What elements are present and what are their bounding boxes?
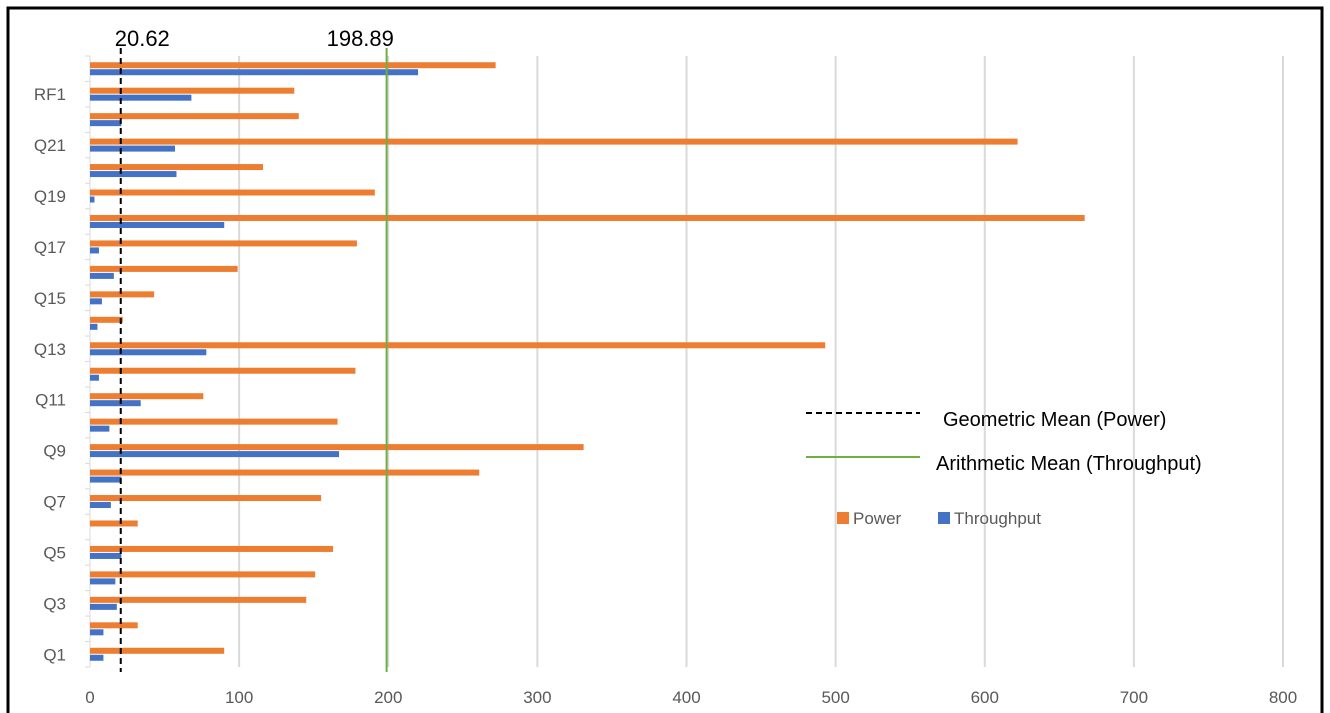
bar-power-q8 — [90, 469, 480, 476]
bar-power-rf2 — [90, 62, 496, 69]
x-tick-labels: 0 100 200 300 400 500 600 700 800 — [85, 688, 1297, 707]
bar-power-rf1 — [90, 87, 295, 94]
bar-power-q9 — [90, 444, 584, 451]
bar-throughput-q15 — [90, 298, 102, 305]
y-tick-label: Q15 — [34, 289, 66, 308]
legend-label-throughput: Throughput — [954, 509, 1041, 528]
annotation-geometric-mean-value: 20.62 — [115, 26, 170, 51]
legend: Geometric Mean (Power) Arithmetic Mean (T… — [806, 409, 1202, 528]
x-tick-label: 700 — [1120, 688, 1148, 707]
x-tick-label: 600 — [971, 688, 999, 707]
y-tick-label: Q19 — [34, 187, 66, 206]
y-tick-label: Q9 — [43, 442, 66, 461]
y-tick-label: RF1 — [34, 85, 66, 104]
bar-power-q4 — [90, 571, 316, 578]
bar-throughput-rf2 — [90, 69, 419, 76]
annotation-arithmetic-mean-value: 198.89 — [327, 26, 394, 51]
x-tick-label: 100 — [225, 688, 253, 707]
x-tick-label: 500 — [821, 688, 849, 707]
y-tick-labels: Q1 Q3 Q5 Q7 Q9 Q11 Q13 Q15 Q17 Q19 Q21 RF1 — [34, 85, 66, 664]
bar-throughput-q4 — [90, 578, 116, 585]
bar-throughput-q22 — [90, 120, 122, 127]
y-tick-label: Q5 — [43, 543, 66, 562]
bar-throughput-q10 — [90, 425, 110, 432]
bar-power-q13 — [90, 342, 826, 349]
bar-power-q15 — [90, 291, 155, 298]
bar-power-q1 — [90, 647, 225, 654]
bar-throughput-q1 — [90, 654, 104, 661]
bar-throughput-q12 — [90, 374, 99, 381]
bar-throughput-q5 — [90, 552, 122, 559]
bar-throughput-q8 — [90, 476, 122, 483]
x-tick-label: 400 — [672, 688, 700, 707]
legend-swatch-throughput — [938, 512, 950, 524]
bar-throughput-q7 — [90, 502, 111, 509]
bar-power-q19 — [90, 189, 375, 196]
bar-power-q5 — [90, 545, 334, 552]
legend-label-arithmetic-mean: Arithmetic Mean (Throughput) — [936, 453, 1202, 475]
bar-throughput-q14 — [90, 323, 98, 330]
y-tick-label: Q13 — [34, 340, 66, 359]
x-tick-label: 200 — [374, 688, 402, 707]
reference-lines: 20.62 198.89 — [115, 26, 394, 672]
bar-throughput-q11 — [90, 400, 141, 407]
legend-label-power: Power — [853, 509, 902, 528]
bars — [90, 62, 1085, 661]
y-tick-label: Q11 — [35, 391, 66, 410]
bar-throughput-q16 — [90, 272, 114, 279]
bar-throughput-q21 — [90, 145, 176, 152]
y-tick-label: Q21 — [34, 136, 66, 155]
bar-power-q11 — [90, 393, 204, 400]
x-tick-label: 0 — [85, 688, 94, 707]
grid-lines — [85, 55, 1284, 668]
chart-border — [6, 6, 1324, 713]
bar-power-q17 — [90, 240, 357, 247]
y-tick-label: Q3 — [43, 594, 66, 613]
bar-power-q14 — [90, 316, 123, 323]
x-tick-label: 300 — [523, 688, 551, 707]
bar-throughput-q2 — [90, 629, 104, 636]
bar-throughput-q18 — [90, 221, 225, 228]
bar-power-q20 — [90, 164, 263, 171]
bar-power-q16 — [90, 265, 238, 272]
y-tick-label: Q17 — [34, 238, 66, 257]
bar-throughput-rf1 — [90, 94, 192, 101]
bar-throughput-q19 — [90, 196, 95, 203]
bar-throughput-q20 — [90, 171, 177, 178]
legend-swatch-power — [837, 512, 849, 524]
bar-power-q21 — [90, 138, 1018, 145]
bar-power-q2 — [90, 622, 138, 629]
bar-throughput-q17 — [90, 247, 99, 254]
y-tick-label: Q7 — [43, 493, 66, 512]
y-tick-label: Q1 — [43, 645, 66, 664]
bar-power-q18 — [90, 214, 1085, 221]
bar-power-q6 — [90, 520, 138, 527]
bar-power-q22 — [90, 113, 299, 120]
bar-power-q10 — [90, 418, 338, 425]
bar-power-q12 — [90, 367, 356, 374]
legend-label-geometric-mean: Geometric Mean (Power) — [943, 409, 1166, 431]
bar-throughput-q13 — [90, 349, 207, 356]
bar-power-q3 — [90, 596, 307, 603]
bar-throughput-q3 — [90, 603, 117, 610]
bar-throughput-q9 — [90, 451, 340, 458]
bar-power-q7 — [90, 495, 322, 502]
x-tick-label: 800 — [1269, 688, 1297, 707]
